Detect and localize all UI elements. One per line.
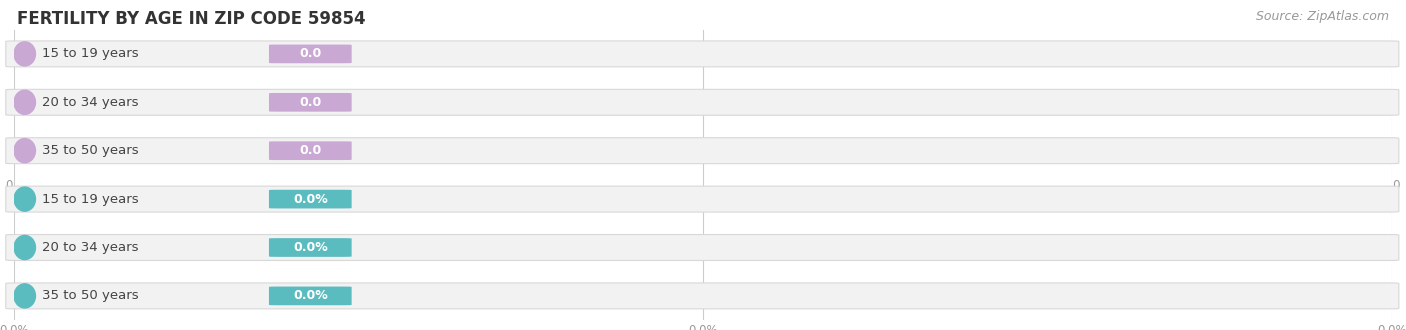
Text: 15 to 19 years: 15 to 19 years [42, 48, 139, 60]
FancyBboxPatch shape [6, 186, 1399, 212]
FancyBboxPatch shape [269, 45, 352, 63]
Ellipse shape [14, 90, 35, 115]
Ellipse shape [14, 42, 35, 66]
FancyBboxPatch shape [269, 190, 352, 209]
FancyBboxPatch shape [269, 93, 352, 112]
Text: 35 to 50 years: 35 to 50 years [42, 289, 139, 302]
FancyBboxPatch shape [269, 238, 352, 257]
Ellipse shape [14, 235, 35, 260]
FancyBboxPatch shape [269, 286, 352, 305]
FancyBboxPatch shape [6, 89, 1399, 115]
FancyBboxPatch shape [6, 235, 1399, 260]
Text: 0.0: 0.0 [299, 96, 322, 109]
Ellipse shape [14, 284, 35, 308]
FancyBboxPatch shape [6, 283, 1399, 309]
Text: 20 to 34 years: 20 to 34 years [42, 96, 139, 109]
Text: 0.0%: 0.0% [292, 241, 328, 254]
FancyBboxPatch shape [6, 138, 1399, 164]
Text: 0.0%: 0.0% [292, 289, 328, 302]
Text: 15 to 19 years: 15 to 19 years [42, 193, 139, 206]
Text: 35 to 50 years: 35 to 50 years [42, 144, 139, 157]
Ellipse shape [14, 139, 35, 163]
Text: 0.0: 0.0 [299, 144, 322, 157]
FancyBboxPatch shape [269, 141, 352, 160]
Text: FERTILITY BY AGE IN ZIP CODE 59854: FERTILITY BY AGE IN ZIP CODE 59854 [17, 10, 366, 28]
Text: 20 to 34 years: 20 to 34 years [42, 241, 139, 254]
Text: Source: ZipAtlas.com: Source: ZipAtlas.com [1256, 10, 1389, 23]
Ellipse shape [14, 187, 35, 211]
Text: 0.0: 0.0 [299, 48, 322, 60]
Text: 0.0%: 0.0% [292, 193, 328, 206]
FancyBboxPatch shape [6, 41, 1399, 67]
